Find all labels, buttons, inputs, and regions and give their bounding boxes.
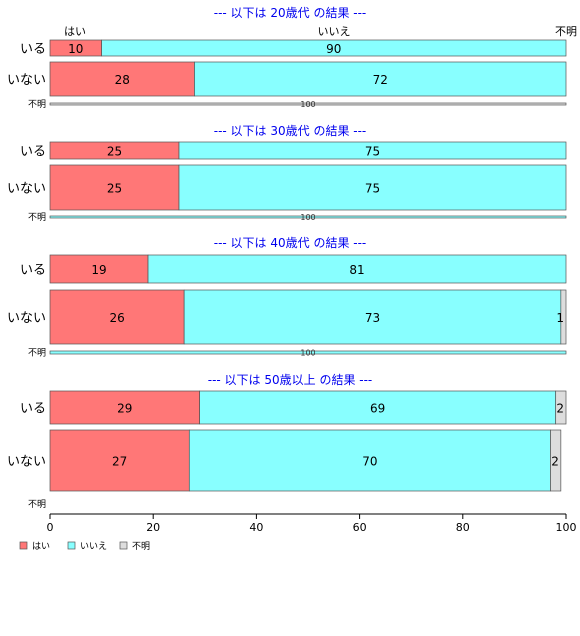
bar-value-label: 100	[300, 213, 315, 222]
group-title: --- 以下は 40歳代 の結果 ---	[214, 236, 367, 250]
bar-value-label: 29	[117, 402, 132, 416]
bar-segment	[560, 289, 567, 345]
bar-value-label: 90	[326, 42, 341, 56]
bar-value-label: 2	[551, 455, 559, 469]
bar-value-label: 81	[349, 263, 364, 277]
bar-value-label: 69	[370, 402, 385, 416]
legend-swatch	[67, 541, 76, 550]
legend-label: いいえ	[80, 541, 107, 552]
bar-value-label: 27	[112, 455, 127, 469]
row-label: いる	[20, 42, 46, 57]
row-label: いない	[7, 455, 46, 470]
group-title: --- 以下は 30歳代 の結果 ---	[214, 124, 367, 138]
bar-segment	[147, 254, 567, 284]
bar-value-label: 73	[365, 311, 380, 325]
bar-value-label: 75	[365, 145, 380, 159]
row-label: いる	[20, 402, 46, 417]
bar-value-label: 19	[91, 263, 106, 277]
row-label: いる	[20, 145, 46, 160]
bar-segment	[49, 429, 190, 492]
row-label: いる	[20, 263, 46, 278]
row-label: 不明	[28, 99, 46, 110]
bar-segment	[49, 102, 567, 106]
x-tick-label: 100	[556, 521, 577, 534]
bar-value-label: 26	[109, 311, 124, 325]
row-label: 不明	[28, 348, 46, 359]
group-title: --- 以下は 50歳以上 の結果 ---	[208, 373, 373, 387]
bar-segment	[49, 215, 567, 219]
x-tick-label: 80	[456, 521, 470, 534]
category-header-0: はい	[64, 25, 86, 38]
bar-segment	[178, 164, 567, 211]
bar-value-label: 25	[107, 182, 122, 196]
legend-swatch	[19, 541, 28, 550]
category-header-2: 不明	[555, 25, 577, 38]
bar-segment	[101, 39, 567, 57]
legend-label: はい	[32, 541, 50, 552]
bar-segment	[555, 390, 567, 425]
row-label: いない	[7, 311, 46, 326]
row-label: 不明	[28, 212, 46, 223]
bar-segment	[183, 289, 562, 345]
category-header-1: いいえ	[318, 25, 351, 38]
bar-segment	[49, 61, 195, 97]
x-tick-label: 0	[47, 521, 54, 534]
bar-value-label: 1	[556, 311, 564, 325]
bar-value-label: 2	[556, 402, 564, 416]
bar-segment	[188, 429, 551, 492]
x-tick-label: 40	[249, 521, 263, 534]
bar-segment	[49, 390, 200, 425]
legend-label: 不明	[132, 541, 150, 552]
bar-value-label: 75	[365, 182, 380, 196]
x-tick-label: 60	[353, 521, 367, 534]
row-label: 不明	[28, 499, 46, 510]
x-tick-label: 20	[146, 521, 160, 534]
bar-value-label: 100	[300, 349, 315, 358]
bar-segment	[550, 429, 562, 492]
bar-segment	[49, 254, 149, 284]
group-title: --- 以下は 20歳代 の結果 ---	[214, 6, 367, 20]
bar-value-label: 72	[373, 73, 388, 87]
legend-swatch	[119, 541, 128, 550]
bar-value-label: 100	[300, 100, 315, 109]
bar-segment	[199, 390, 557, 425]
bar-segment	[178, 141, 567, 160]
row-label: いない	[7, 182, 46, 197]
bar-value-label: 25	[107, 145, 122, 159]
bar-value-label: 28	[115, 73, 130, 87]
bar-value-label: 70	[362, 455, 377, 469]
bar-segment	[49, 164, 180, 211]
bar-value-label: 10	[68, 42, 83, 56]
bar-segment	[49, 350, 567, 355]
bar-segment	[194, 61, 567, 97]
row-label: いない	[7, 73, 46, 88]
